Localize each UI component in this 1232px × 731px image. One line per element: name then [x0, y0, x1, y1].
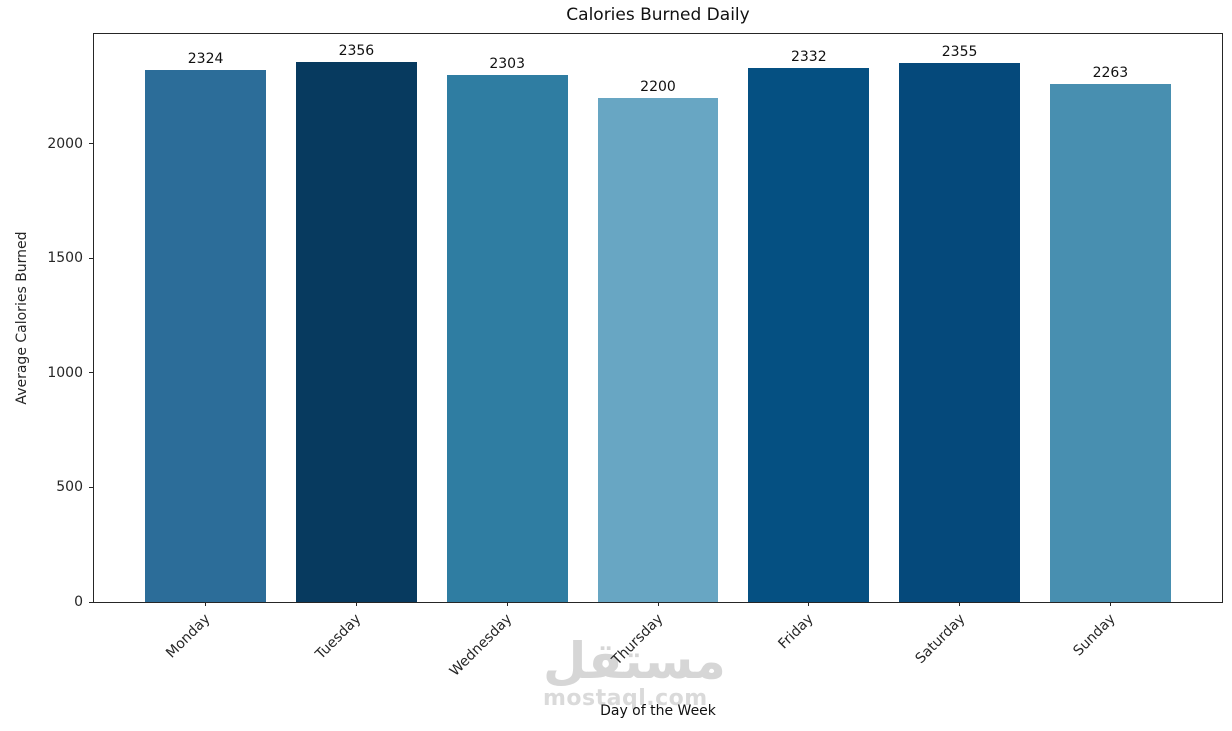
bar-friday — [748, 67, 870, 602]
y-tick-label: 1000 — [47, 364, 83, 381]
x-tick-label: Wednesday — [446, 611, 516, 680]
bar-saturday — [899, 62, 1020, 602]
y-tick-mark — [89, 601, 93, 603]
y-tick-label: 2000 — [47, 135, 83, 152]
x-tick-mark — [355, 602, 357, 606]
x-axis-title: Day of the Week — [600, 703, 716, 719]
y-tick-label: 500 — [56, 479, 83, 496]
bar-wednesday — [446, 74, 568, 602]
chart-title: Calories Burned Daily — [566, 5, 750, 25]
bar-value-label: 2263 — [1092, 64, 1129, 81]
x-tick-mark — [808, 602, 810, 606]
x-tick-mark — [205, 602, 207, 606]
watermark: مستقل mostaql.com — [543, 632, 726, 711]
bar-value-label: 2303 — [489, 55, 525, 72]
x-tick-label: Tuesday — [313, 611, 365, 663]
x-tick-mark — [657, 602, 659, 606]
bar-value-label: 2200 — [640, 79, 676, 96]
x-tick-label: Friday — [775, 611, 818, 653]
plot-area: 2324 Monday 2356 Tuesday 2303 Wednesday 2200 Th… — [47, 33, 1223, 680]
x-tick-mark — [506, 602, 508, 606]
bar-sunday — [1050, 83, 1171, 602]
x-tick-mark — [1109, 602, 1111, 606]
bar-monday — [145, 69, 266, 602]
x-tick-mark — [959, 602, 961, 606]
y-tick-label: 1500 — [47, 250, 83, 267]
bar-value-label: 2355 — [941, 43, 978, 60]
watermark-site-text: mostaql.com — [543, 686, 708, 711]
x-tick-label: Saturday — [911, 611, 968, 667]
bar-value-label: 2356 — [338, 43, 375, 60]
bar-value-label: 2324 — [187, 50, 224, 67]
y-tick-mark — [89, 257, 93, 259]
bar-value-label: 2332 — [790, 48, 827, 65]
x-tick-label: Sunday — [1070, 611, 1119, 660]
y-tick-label: 0 — [74, 594, 83, 610]
y-tick-mark — [89, 486, 93, 488]
watermark-logo-text: مستقل — [543, 632, 726, 690]
y-tick-mark — [89, 372, 93, 374]
bar-thursday — [597, 98, 719, 602]
bar-tuesday — [296, 62, 417, 602]
x-tick-label: Monday — [163, 611, 214, 662]
y-tick-mark — [89, 143, 93, 145]
